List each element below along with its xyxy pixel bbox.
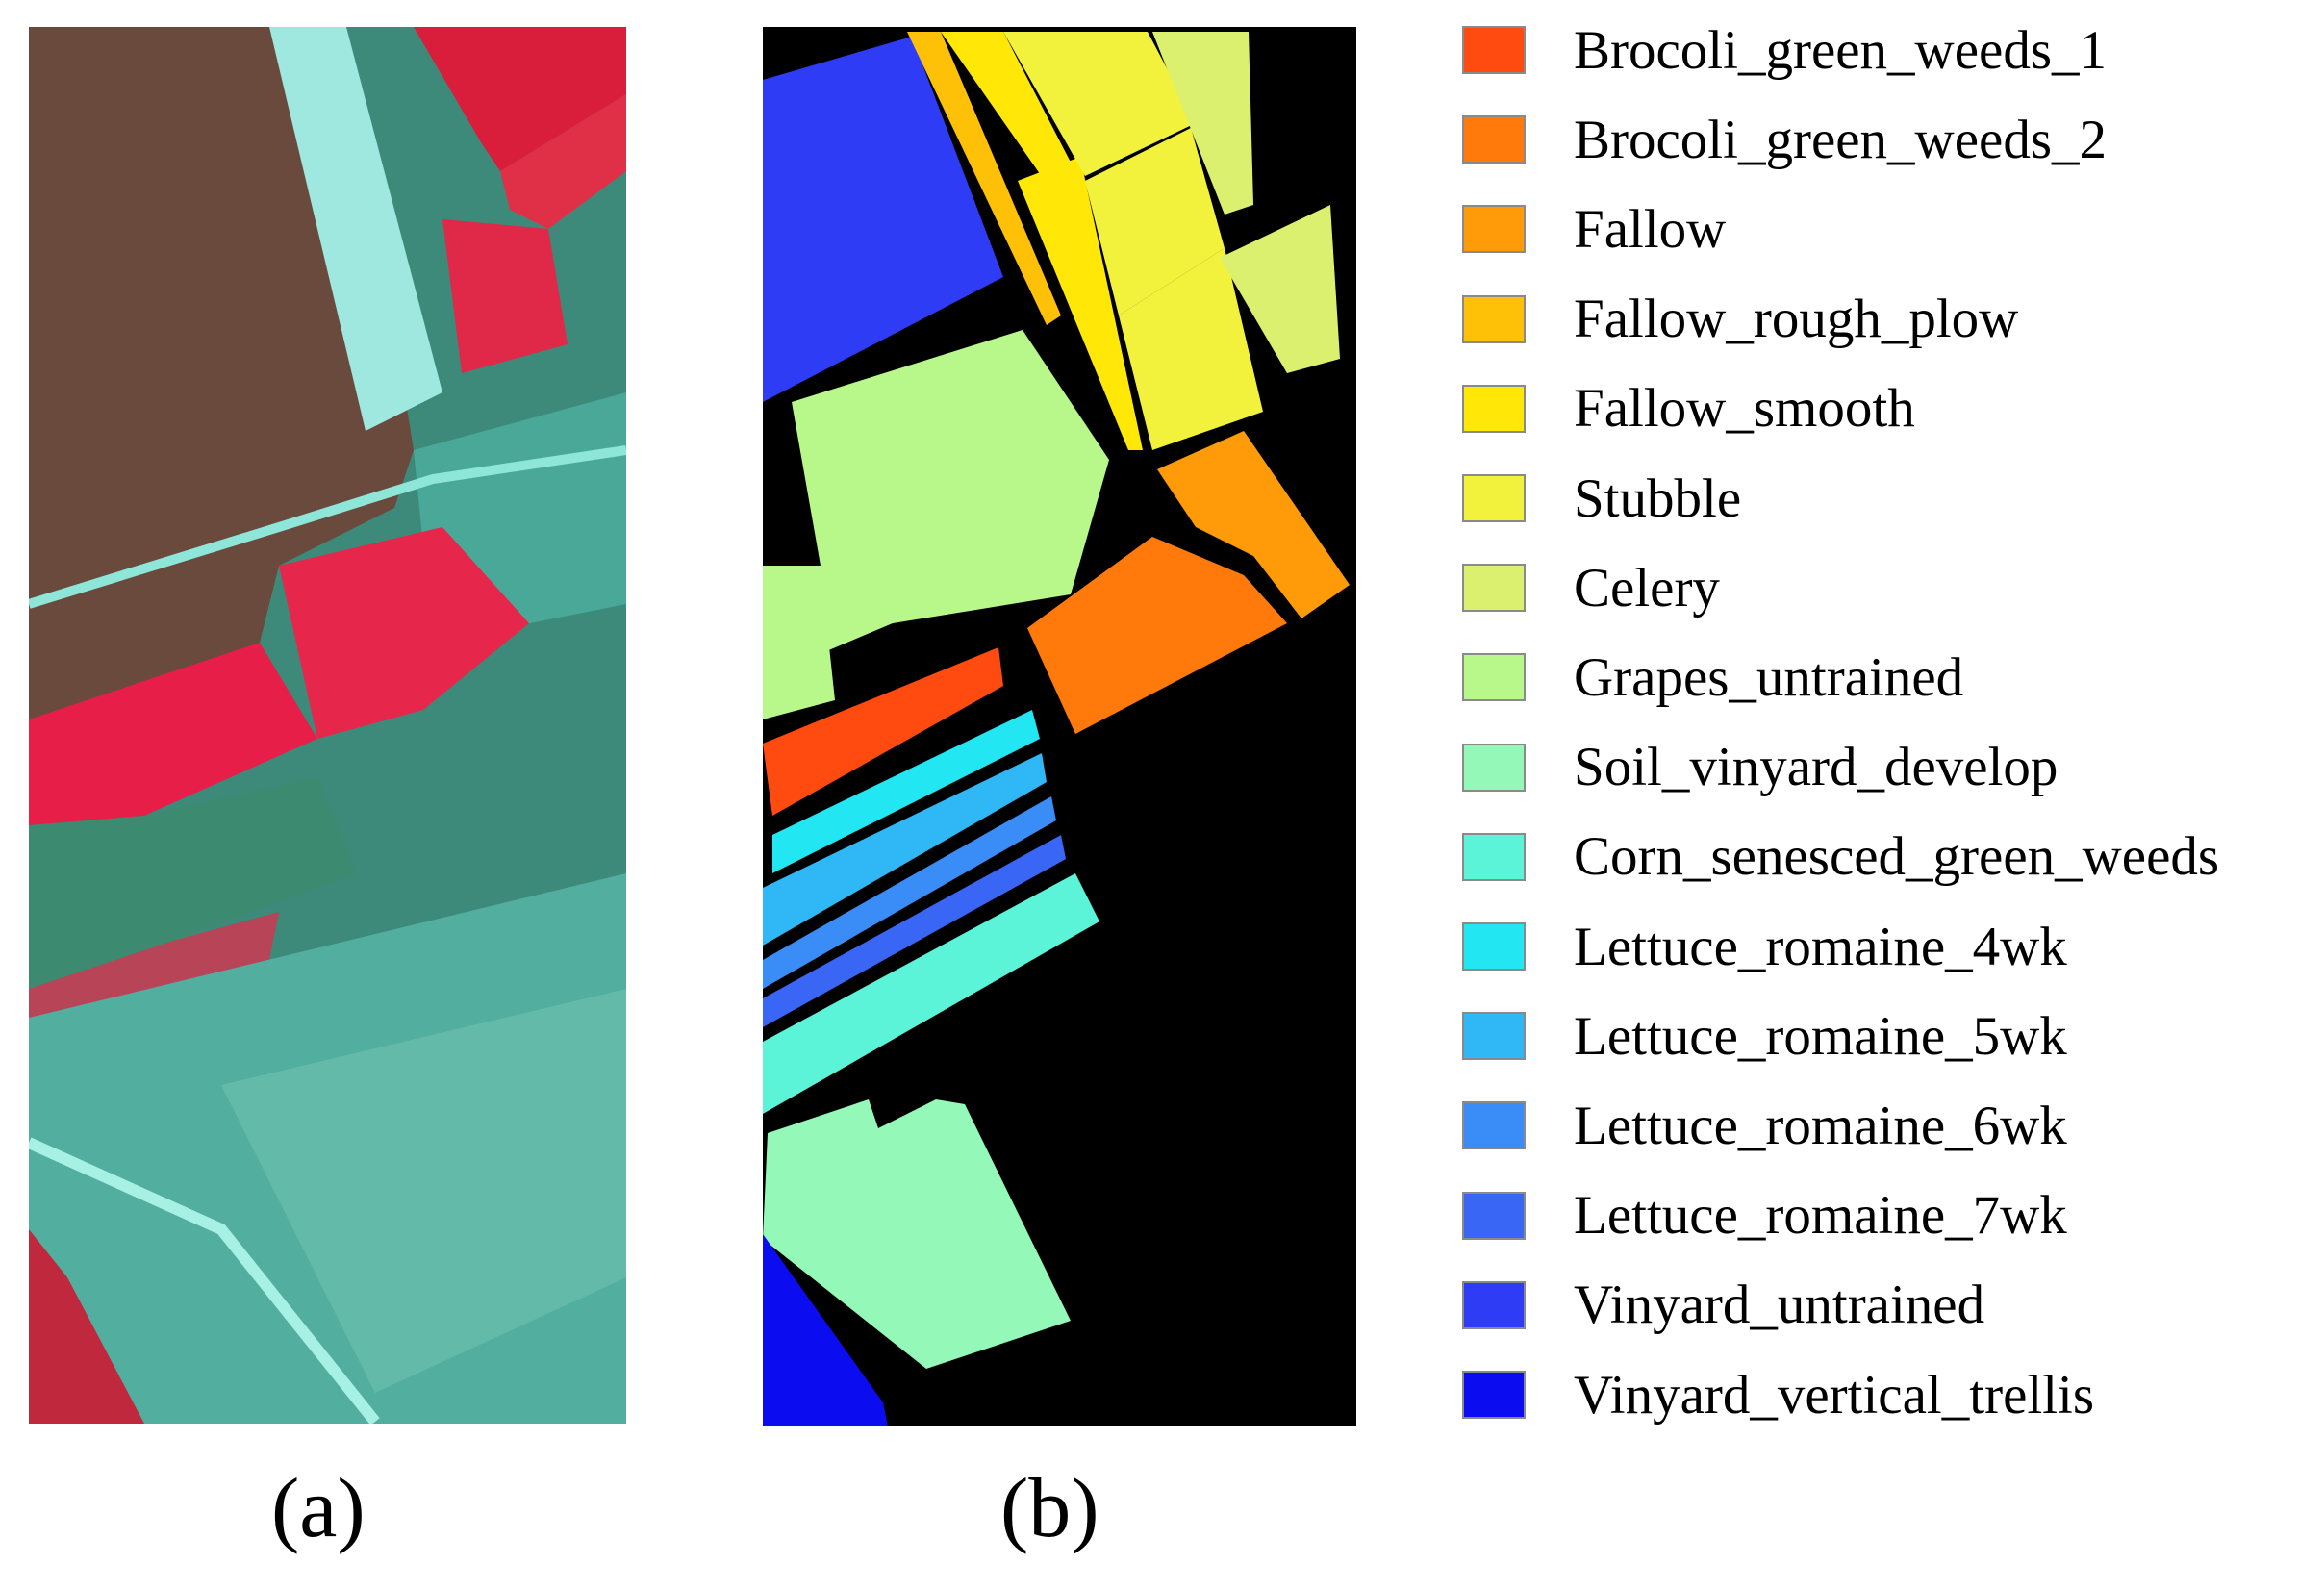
- red-field-top-2: [500, 94, 626, 229]
- legend-label: Lettuce_romaine_7wk: [1574, 1185, 2067, 1247]
- field-grapes-untrained-left: [763, 566, 835, 719]
- field-fallow-smooth-top: [941, 32, 1080, 190]
- legend-item: Fallow_rough_plow: [1462, 290, 2018, 348]
- road-line-lower: [29, 1137, 380, 1424]
- legend-label: Soil_vinyard_develop: [1574, 737, 2059, 798]
- field-soil-vinyard-develop: [763, 1099, 1071, 1369]
- field-lettuce-6wk: [763, 796, 1056, 989]
- field-fallow: [1157, 431, 1350, 618]
- field-celery-top: [1152, 32, 1253, 215]
- field-lettuce-5wk: [763, 753, 1047, 946]
- legend-swatch: [1462, 205, 1526, 254]
- legend-label: Fallow: [1574, 198, 1727, 260]
- field-grapes-untrained: [782, 330, 1109, 662]
- field-stubble-top: [1003, 32, 1196, 176]
- legend-item: Lettuce_romaine_5wk: [1462, 1007, 2067, 1065]
- legend-label: Fallow_smooth: [1574, 378, 1915, 440]
- legend-label: Fallow_rough_plow: [1574, 289, 2019, 350]
- legend-label: Lettuce_romaine_4wk: [1574, 916, 2067, 977]
- field-stubble-low: [1119, 248, 1263, 450]
- field-lettuce-4wk: [772, 710, 1040, 873]
- legend-swatch: [1462, 1371, 1526, 1419]
- field-brocoli-1: [763, 647, 1003, 816]
- legend-item: Grapes_untrained: [1462, 648, 1963, 706]
- legend-item: Stubble: [1462, 469, 1741, 527]
- legend-item: Fallow: [1462, 200, 1726, 258]
- field-stubble-mid: [1085, 128, 1225, 315]
- red-field-center: [279, 527, 529, 739]
- field-vinyard-untrained: [763, 37, 1003, 402]
- legend-swatch: [1462, 743, 1526, 792]
- legend-label: Corn_senesced_green_weeds: [1574, 826, 2220, 888]
- field-lettuce-7wk: [763, 835, 1066, 1027]
- legend-label: Grapes_untrained: [1574, 646, 1964, 708]
- legend-swatch: [1462, 653, 1526, 702]
- legend-swatch: [1462, 1280, 1526, 1329]
- false-color-image: [29, 27, 626, 1424]
- legend-item: Lettuce_romaine_7wk: [1462, 1187, 2067, 1245]
- legend-item: Soil_vinyard_develop: [1462, 739, 2058, 796]
- legend-label: Lettuce_romaine_5wk: [1574, 1005, 2067, 1067]
- legend-swatch: [1462, 922, 1526, 971]
- field-celery-right: [1220, 205, 1340, 373]
- cyan-stripe: [269, 27, 442, 431]
- field-corn-senesced: [763, 873, 1099, 1114]
- legend-label: Vinyard_vertical_trellis: [1574, 1364, 2095, 1426]
- legend-item: Vinyard_vertical_trellis: [1462, 1366, 2094, 1424]
- legend-swatch: [1462, 474, 1526, 522]
- field-fallow-smooth-strip: [1018, 157, 1143, 450]
- ground-truth-map: [763, 27, 1356, 1426]
- legend-label: Celery: [1574, 557, 1720, 618]
- field-fallow-rough-plow: [907, 32, 1061, 325]
- caption-b: (b): [1000, 1462, 1099, 1555]
- legend-swatch: [1462, 1191, 1526, 1240]
- legend-swatch: [1462, 564, 1526, 613]
- legend-item: Vinyard_untrained: [1462, 1276, 1984, 1334]
- green-band: [29, 777, 356, 989]
- legend-item: Fallow_smooth: [1462, 380, 1915, 438]
- red-corner: [29, 1229, 144, 1424]
- legend-swatch: [1462, 384, 1526, 433]
- legend-label: Lettuce_romaine_6wk: [1574, 1095, 2067, 1156]
- legend-label: Stubble: [1574, 467, 1742, 529]
- legend-item: Lettuce_romaine_4wk: [1462, 918, 2067, 975]
- teal-field-lower-2: [221, 989, 626, 1393]
- legend-swatch: [1462, 26, 1526, 74]
- legend-label: Vinyard_untrained: [1574, 1275, 1985, 1336]
- legend-label: Brocoli_green_weeds_2: [1574, 109, 2107, 170]
- legend-label: Brocoli_green_weeds_1: [1574, 19, 2107, 81]
- legend-swatch: [1462, 1012, 1526, 1061]
- caption-a: (a): [271, 1462, 366, 1555]
- field-brocoli-2: [1027, 537, 1287, 734]
- legend-item: Lettuce_romaine_6wk: [1462, 1097, 2067, 1154]
- red-field-top: [356, 27, 626, 171]
- red-band-left: [29, 643, 317, 825]
- legend-swatch: [1462, 1101, 1526, 1150]
- legend-item: Celery: [1462, 559, 1720, 617]
- legend-swatch: [1462, 294, 1526, 343]
- road-line: [29, 445, 626, 609]
- legend-item: Corn_senesced_green_weeds: [1462, 828, 2219, 886]
- red-field-mid: [442, 219, 568, 373]
- legend-item: Brocoli_green_weeds_1: [1462, 21, 2107, 79]
- field-vinyard-vertical-trellis: [763, 1234, 888, 1426]
- legend-swatch: [1462, 115, 1526, 164]
- legend-item: Brocoli_green_weeds_2: [1462, 111, 2107, 168]
- legend-swatch: [1462, 832, 1526, 881]
